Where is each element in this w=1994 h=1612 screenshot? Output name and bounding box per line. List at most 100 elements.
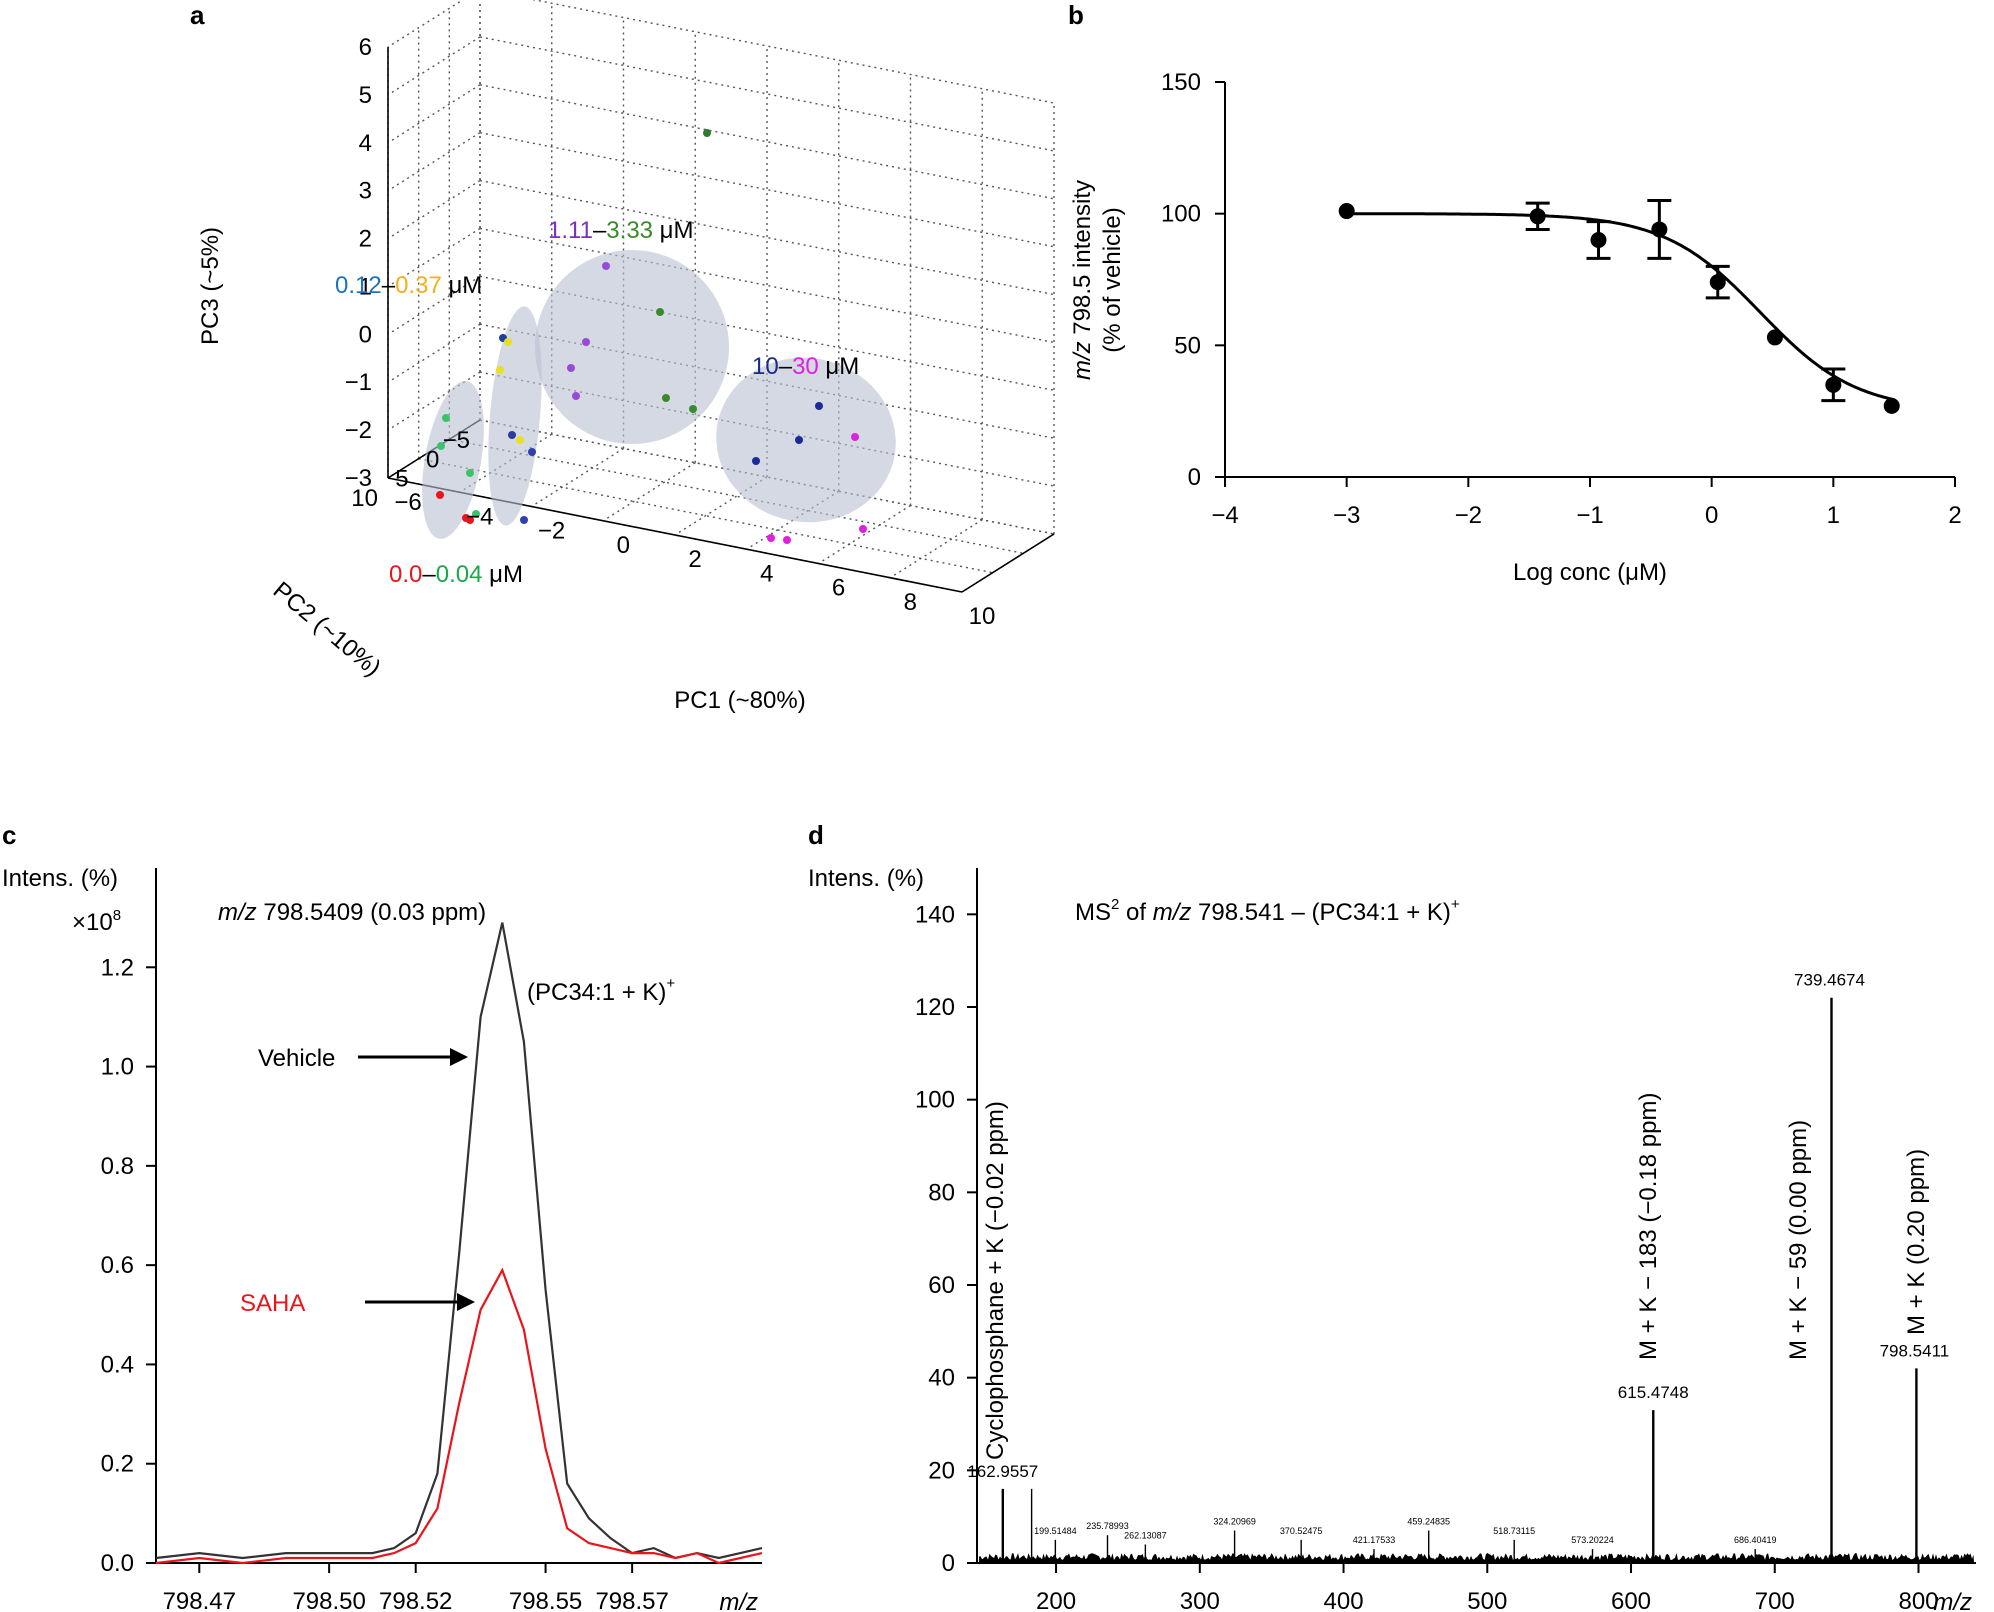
floor-grid-x xyxy=(818,504,911,565)
panel-d-ticks: 200 300 400 500 600 700 800 0 20 40 60 80 100 120 140 xyxy=(915,901,1939,1612)
pca-point xyxy=(442,414,450,422)
y-tick-label: 0.6 xyxy=(101,1252,134,1279)
pca-point xyxy=(528,448,536,456)
cluster-ellipse-3 xyxy=(716,357,896,523)
data-point xyxy=(1529,208,1546,225)
panel-a-points xyxy=(436,129,867,544)
panel-c-ion-label: (PC34:1 + K)+ xyxy=(527,975,675,1006)
panel-c-y-multiplier: ×108 xyxy=(72,907,121,936)
panel-a-y-axis-label: PC2 (~10%) xyxy=(268,577,386,682)
peak-label: 739.4674 xyxy=(1794,971,1865,990)
x-tick-label: 798.50 xyxy=(292,1588,365,1612)
x-tick-label: 0 xyxy=(1705,502,1718,529)
back-wall-grid-z xyxy=(387,0,464,48)
x-tick-label: 2 xyxy=(1948,502,1961,529)
panel-a-x-ticks: −6 −4 −2 0 2 4 6 8 10 xyxy=(394,489,995,630)
group-label-unit: μM xyxy=(482,561,523,588)
panel-d-letter: d xyxy=(808,820,824,850)
pca-point xyxy=(466,516,474,524)
x-tick-label: 798.57 xyxy=(595,1588,668,1612)
panel-d-title: MS2 of m/z 798.541 – (PC34:1 + K)+ xyxy=(1075,896,1460,926)
back-wall-grid-z xyxy=(387,84,481,144)
pca-point xyxy=(582,338,590,346)
panel-c-letter: c xyxy=(2,820,16,850)
pca-point xyxy=(859,525,867,533)
x-tick-label: 8 xyxy=(904,589,917,616)
pca-point xyxy=(572,392,580,400)
panel-b-ticks: −4 −3 −2 −1 0 1 2 0 50 100 150 xyxy=(1161,69,1962,529)
group-label-sep: – xyxy=(593,217,607,244)
x-tick-label: 500 xyxy=(1467,1588,1507,1612)
data-point xyxy=(1709,274,1726,291)
back-wall-grid-z xyxy=(387,36,481,96)
data-point xyxy=(1651,221,1668,238)
back-wall-grid-z xyxy=(387,323,481,383)
x-tick-label: 600 xyxy=(1611,1588,1651,1612)
data-point xyxy=(1590,232,1607,248)
z-tick-label: −2 xyxy=(345,417,372,444)
back-wall-grid-z xyxy=(387,275,481,335)
pca-point xyxy=(602,262,610,270)
x-tick-label: −4 xyxy=(1211,502,1238,529)
floor-right-edge xyxy=(961,533,1055,593)
y-tick-label: 120 xyxy=(915,994,955,1021)
z-tick-label: 1 xyxy=(359,273,372,300)
z-tick-label: 4 xyxy=(359,130,372,157)
side-wall-grid-z xyxy=(479,36,1055,152)
x-tick-label: 700 xyxy=(1755,1588,1795,1612)
group-label-part1: 10 xyxy=(752,353,779,380)
pca-point xyxy=(656,308,664,316)
group-label-part2: 3.33 xyxy=(606,217,653,244)
floor-grid-y xyxy=(449,438,1024,555)
panel-c-vehicle-label: Vehicle xyxy=(258,1045,335,1072)
pca-point xyxy=(436,491,444,499)
pca-point xyxy=(851,433,859,441)
panel-b-fit-curve xyxy=(1346,212,1895,402)
z-tick-label: −1 xyxy=(345,369,372,396)
peak-label-small: 573.20224 xyxy=(1571,1535,1614,1545)
y-tick-label: −5 xyxy=(443,427,470,454)
z-tick-label: 5 xyxy=(359,82,372,109)
x-tick-label: 400 xyxy=(1324,1588,1364,1612)
x-tick-label: 200 xyxy=(1036,1588,1076,1612)
cluster-ellipse-2 xyxy=(535,250,729,444)
floor-grid-y xyxy=(479,419,1055,535)
panel-c-title: m/z 798.5409 (0.03 ppm) xyxy=(218,899,486,926)
panel-a-cluster-ellipses xyxy=(422,250,896,539)
peak-label-small: 235.78993 xyxy=(1086,1521,1129,1531)
peak-label: 162.9557 xyxy=(967,1462,1038,1481)
y-tick-label: 100 xyxy=(1161,201,1201,228)
pca-point xyxy=(508,431,516,439)
peak-label-small: 459.24835 xyxy=(1407,1517,1450,1527)
peak-label-small: 262.13087 xyxy=(1124,1530,1167,1540)
y-tick-label: 40 xyxy=(928,1365,955,1392)
group-label-unit: μM xyxy=(653,217,694,244)
panel-d-x-axis-label: m/z xyxy=(1933,1589,1972,1612)
group-label-0-0.04: 0.0–0.04 μM xyxy=(389,561,523,588)
panel-b-y-axis-label-2: (% of vehicle) xyxy=(1099,207,1126,352)
y-tick-label: 20 xyxy=(928,1457,955,1484)
y-tick-label: 5 xyxy=(395,466,408,493)
group-label-part1: 0.12 xyxy=(335,272,382,299)
back-wall-grid-z xyxy=(387,227,481,288)
data-point xyxy=(1766,329,1783,346)
panel-c-vehicle-arrowhead xyxy=(450,1048,468,1066)
data-point xyxy=(1338,203,1355,220)
side-wall-grid-z xyxy=(479,84,1055,200)
panel-b-letter: b xyxy=(1068,0,1084,30)
peak-label-small: 518.73115 xyxy=(1493,1526,1535,1536)
panel-c-ticks: 798.47 798.50 798.52 798.55 798.57 0.0 0.2 0.4 0… xyxy=(101,954,669,1612)
z-tick-label: −3 xyxy=(345,465,372,492)
y-tick-label: 140 xyxy=(915,901,955,928)
pca-point xyxy=(466,469,474,477)
floor-grid-x xyxy=(602,462,696,522)
pca-point xyxy=(703,129,711,137)
y-tick-label: 0.8 xyxy=(101,1153,134,1180)
group-label-part1: 0.0 xyxy=(389,561,422,588)
cluster-ellipse-1 xyxy=(488,306,542,526)
x-tick-label: 2 xyxy=(688,546,701,573)
side-wall-grid-z xyxy=(479,131,1055,248)
data-point xyxy=(1825,376,1842,393)
